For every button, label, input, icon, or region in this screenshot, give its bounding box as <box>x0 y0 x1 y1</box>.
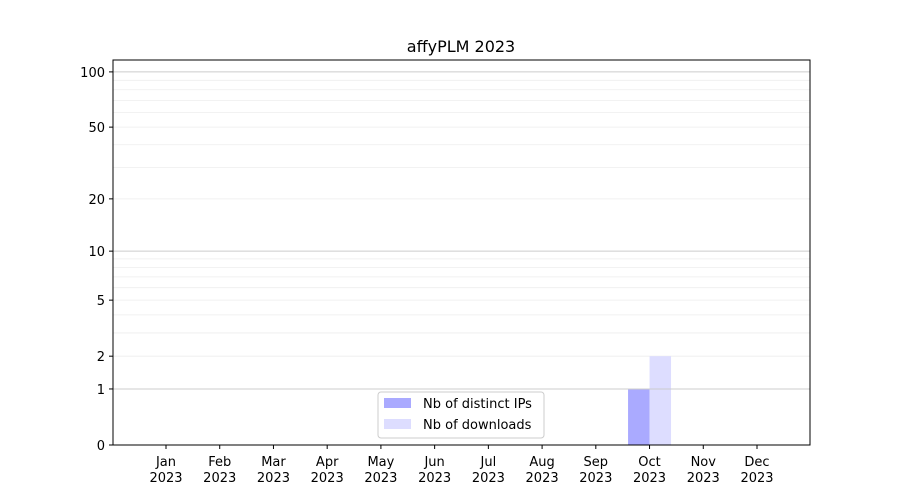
x-tick-label-line: Aug <box>529 455 554 470</box>
bar-downloads <box>649 356 672 445</box>
x-tick-label-line: Feb <box>208 455 231 470</box>
legend-label: Nb of downloads <box>423 418 532 433</box>
x-tick-label-line: 2023 <box>311 471 344 486</box>
legend-box <box>377 391 545 439</box>
x-tick-label-line: 2023 <box>203 471 236 486</box>
x-tick-label: Feb 2023 <box>203 455 236 486</box>
plot-frame <box>112 59 811 446</box>
x-tick-label-line: 2023 <box>418 471 451 486</box>
y-tick-label: 0 <box>97 439 105 454</box>
x-tick-label: Oct 2023 <box>633 455 666 486</box>
x-tick-label: Aug 2023 <box>526 455 559 486</box>
x-tick-label: Jan 2023 <box>149 455 182 486</box>
x-tick-label-line: 2023 <box>472 471 505 486</box>
x-tick-label: Apr 2023 <box>311 455 344 486</box>
y-tick-label: 2 <box>97 350 105 365</box>
x-tick-label: Mar 2023 <box>257 455 290 486</box>
y-tick-label: 5 <box>97 294 105 309</box>
x-tick-label-line: 2023 <box>687 471 720 486</box>
x-tick-label: May 2023 <box>364 455 397 486</box>
x-tick-label: Sep 2023 <box>579 455 612 486</box>
x-tick-label-line: 2023 <box>257 471 290 486</box>
x-tick-label-line: May <box>367 455 394 470</box>
y-tick-label: 100 <box>80 66 105 81</box>
x-tick-label: Jun 2023 <box>418 455 451 486</box>
chart-title: affyPLM 2023 <box>407 37 515 56</box>
legend-label: Nb of distinct IPs <box>423 397 532 412</box>
major-grid <box>113 71 810 390</box>
x-tick-label-line: 2023 <box>149 471 182 486</box>
y-axis: 0 1 2 5 10 20 50 100 <box>80 66 113 454</box>
x-tick-label-line: Jan <box>155 455 176 470</box>
x-tick-label: Jul 2023 <box>472 455 505 486</box>
x-tick-label-line: Mar <box>261 455 286 470</box>
grid <box>113 79 810 357</box>
x-tick-label-line: Nov <box>691 455 717 470</box>
x-tick-label-line: 2023 <box>633 471 666 486</box>
x-tick-label-line: Dec <box>744 455 769 470</box>
y-tick-label: 10 <box>88 245 105 260</box>
x-tick-label-line: Jul <box>480 455 497 470</box>
x-tick-label-line: 2023 <box>740 471 773 486</box>
x-tick-label-line: Oct <box>638 455 660 470</box>
legend: Nb of distinct IPs Nb of downloads <box>377 391 545 439</box>
x-tick-label-line: Apr <box>316 455 339 470</box>
legend-swatch <box>384 419 411 429</box>
y-tick-label: 20 <box>88 193 105 208</box>
x-tick-label-line: Sep <box>584 455 609 470</box>
x-tick-label-line: 2023 <box>579 471 612 486</box>
y-tick-label: 1 <box>97 383 105 398</box>
x-tick-label-line: 2023 <box>526 471 559 486</box>
y-tick-label: 50 <box>88 121 105 136</box>
bars <box>628 356 672 445</box>
bar-distinct-ips <box>628 388 650 445</box>
x-tick-label: Nov 2023 <box>687 455 720 486</box>
x-tick-label-line: Jun <box>423 455 444 470</box>
legend-swatch <box>384 398 411 408</box>
x-tick-label: Dec 2023 <box>740 455 773 486</box>
x-tick-label-line: 2023 <box>364 471 397 486</box>
